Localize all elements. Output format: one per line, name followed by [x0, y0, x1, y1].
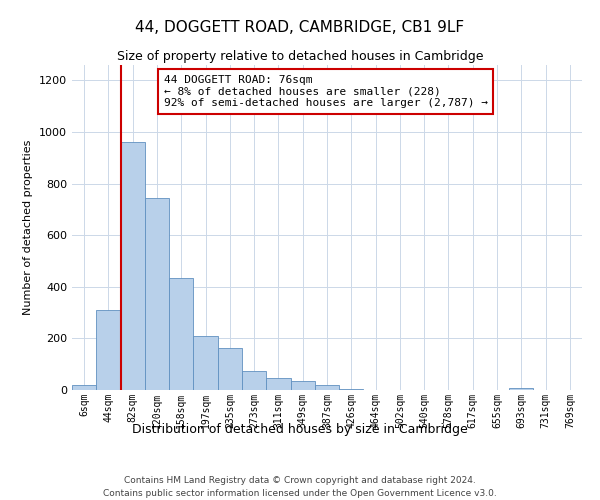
Bar	[290, 382, 315, 390]
Bar	[509, 388, 533, 390]
Bar	[266, 378, 290, 390]
Bar	[72, 385, 96, 390]
Bar	[339, 388, 364, 390]
Text: Contains HM Land Registry data © Crown copyright and database right 2024.: Contains HM Land Registry data © Crown c…	[124, 476, 476, 485]
Bar	[315, 386, 339, 390]
Text: 44 DOGGETT ROAD: 76sqm
← 8% of detached houses are smaller (228)
92% of semi-det: 44 DOGGETT ROAD: 76sqm ← 8% of detached …	[164, 74, 488, 108]
Bar	[121, 142, 145, 390]
Text: 44, DOGGETT ROAD, CAMBRIDGE, CB1 9LF: 44, DOGGETT ROAD, CAMBRIDGE, CB1 9LF	[136, 20, 464, 35]
Bar	[218, 348, 242, 390]
Text: Distribution of detached houses by size in Cambridge: Distribution of detached houses by size …	[132, 422, 468, 436]
Y-axis label: Number of detached properties: Number of detached properties	[23, 140, 34, 315]
Bar	[242, 371, 266, 390]
Text: Size of property relative to detached houses in Cambridge: Size of property relative to detached ho…	[117, 50, 483, 63]
Text: Contains public sector information licensed under the Open Government Licence v3: Contains public sector information licen…	[103, 488, 497, 498]
Bar	[169, 278, 193, 390]
Bar	[96, 310, 121, 390]
Bar	[145, 198, 169, 390]
Bar	[193, 336, 218, 390]
